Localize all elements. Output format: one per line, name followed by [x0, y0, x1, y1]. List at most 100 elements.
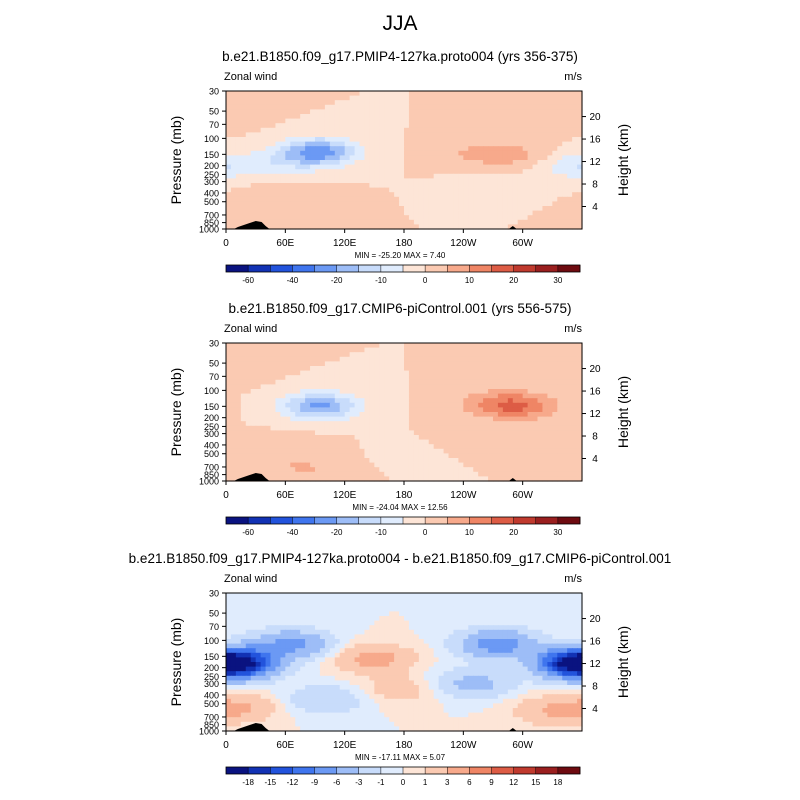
field-cell [443, 114, 450, 120]
field-cell [349, 453, 356, 459]
field-cell [478, 412, 484, 418]
field-cell [349, 91, 356, 97]
field-cell [522, 398, 529, 404]
field-cell [300, 398, 306, 404]
field-cell [354, 356, 361, 362]
field-cell [275, 356, 281, 362]
field-cell [488, 407, 494, 413]
field-cell [448, 118, 455, 124]
field-cell [418, 127, 425, 133]
field-cell [319, 467, 326, 473]
field-cell [537, 471, 544, 477]
field-cell [285, 183, 291, 189]
field-cell [512, 616, 519, 622]
field-cell [463, 201, 469, 207]
field-cell [379, 187, 385, 193]
field-cell [226, 453, 232, 459]
field-cell [226, 137, 232, 143]
field-cell [339, 421, 346, 427]
field-cell [369, 435, 375, 441]
field-cell [458, 123, 464, 129]
field-cell [290, 109, 296, 115]
field-cell [408, 361, 415, 367]
field-cell [324, 370, 331, 376]
field-cell [478, 104, 484, 110]
field-cell [404, 393, 410, 399]
field-cell [364, 393, 370, 399]
field-cell [463, 95, 469, 101]
field-cell [310, 109, 316, 115]
field-cell [349, 389, 356, 395]
field-cell [364, 201, 370, 207]
field-cell [428, 416, 435, 422]
field-cell [458, 616, 464, 622]
field-cell [300, 416, 306, 422]
field-cell [532, 160, 539, 166]
field-cell [280, 150, 286, 156]
field-cell [448, 114, 455, 120]
field-cell [270, 448, 277, 454]
field-cell [389, 593, 395, 599]
field-cell [379, 127, 385, 133]
field-cell [255, 155, 262, 161]
field-cell [562, 476, 568, 482]
field-cell [300, 407, 306, 413]
field-cell [497, 187, 504, 193]
field-cell [413, 361, 420, 367]
field-cell [577, 118, 583, 124]
chart-units-label: m/s [564, 323, 582, 335]
field-cell [438, 114, 445, 120]
field-cell [488, 476, 494, 482]
field-cell [226, 201, 232, 207]
field-cell [290, 402, 296, 408]
field-cell [260, 361, 267, 367]
field-cell [270, 398, 277, 404]
field-cell [285, 356, 291, 362]
field-cell [369, 91, 375, 97]
field-cell [300, 352, 306, 358]
field-cell [577, 114, 583, 120]
field-cell [235, 425, 242, 431]
field-cell [473, 118, 479, 124]
field-cell [300, 196, 306, 202]
field-cell [334, 416, 341, 422]
field-cell [364, 155, 370, 161]
field-cell [300, 201, 306, 207]
field-cell [226, 352, 232, 358]
field-cell [468, 356, 474, 362]
field-cell [433, 370, 440, 376]
field-cell [443, 430, 450, 436]
field-cell [389, 398, 395, 404]
field-cell [512, 370, 519, 376]
field-cell [344, 425, 351, 431]
field-cell [354, 467, 361, 473]
field-cell [230, 476, 237, 482]
field-cell [379, 407, 385, 413]
field-cell [344, 91, 351, 97]
field-cell [354, 602, 361, 608]
field-cell [562, 398, 568, 404]
field-cell [483, 192, 489, 198]
field-cell [478, 375, 484, 381]
field-cell [240, 393, 247, 399]
field-cell [572, 597, 578, 603]
field-cell [532, 375, 539, 381]
field-cell [497, 118, 504, 124]
field-cell [310, 192, 316, 198]
field-cell [369, 453, 375, 459]
field-cell [408, 366, 415, 372]
field-cell [315, 183, 321, 189]
field-cell [532, 425, 539, 431]
field-cell [532, 597, 539, 603]
field-cell [502, 421, 509, 427]
field-cell [369, 146, 375, 152]
field-cell [468, 100, 474, 106]
field-cell [226, 224, 232, 230]
field-cell [517, 146, 524, 152]
field-cell [354, 597, 361, 603]
field-cell [433, 593, 440, 599]
field-cell [517, 219, 524, 225]
colorbar-box [358, 265, 382, 272]
field-cell [250, 448, 257, 454]
